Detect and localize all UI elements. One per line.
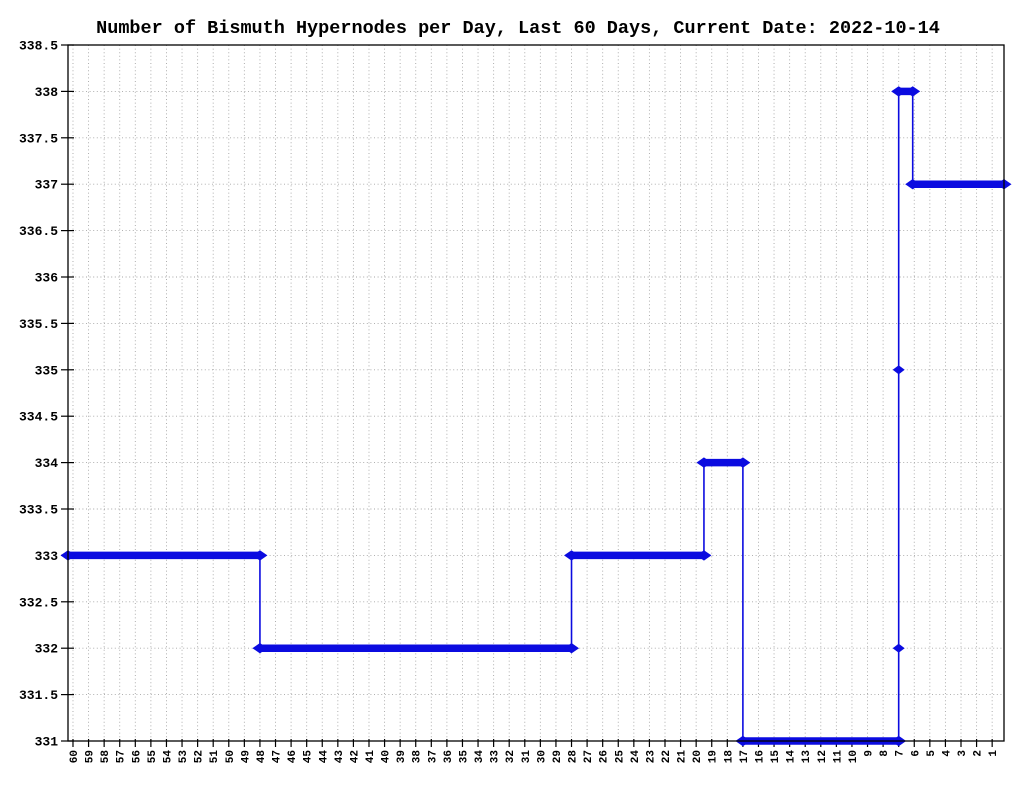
series-run-end-marker — [735, 457, 751, 468]
series-run-end-marker — [252, 550, 268, 561]
x-tick-label: 37 — [427, 750, 439, 763]
x-tick-label: 57 — [116, 750, 128, 763]
y-tick-label: 332.5 — [19, 595, 58, 610]
series-run-end-marker — [564, 550, 580, 561]
y-axis-tick-labels: 331 331.5 332 332.5 333 333.5 334 334.5 335 335.5… — [19, 39, 58, 750]
series-run-end-marker — [905, 86, 921, 97]
x-tick-label: 4 — [941, 750, 953, 757]
x-tick-label: 17 — [739, 750, 751, 763]
y-tick-label: 335 — [35, 363, 59, 378]
x-tick-label: 47 — [272, 750, 284, 763]
y-tick-label: 337.5 — [19, 131, 58, 146]
x-tick-label: 59 — [85, 750, 97, 763]
x-tick-label: 16 — [754, 750, 766, 763]
x-tick-label: 44 — [318, 750, 330, 764]
x-tick-label: 22 — [661, 750, 673, 763]
series-run-end-marker — [252, 643, 268, 654]
y-tick-label: 338 — [35, 85, 59, 100]
x-tick-label: 11 — [832, 750, 844, 764]
x-tick-label: 13 — [801, 750, 813, 764]
x-axis-tick-labels: 60 59 58 57 56 55 54 53 52 51 50 49 48 47 46 45 44 43 42 41… — [69, 750, 1000, 764]
grid-lines — [68, 44, 1004, 742]
x-tick-label: 7 — [895, 750, 907, 757]
y-tick-label: 337 — [35, 178, 58, 193]
x-tick-label: 28 — [568, 750, 580, 764]
x-tick-label: 3 — [957, 750, 969, 757]
x-tick-label: 42 — [349, 750, 361, 763]
x-tick-label: 36 — [443, 750, 455, 763]
x-tick-label: 12 — [817, 750, 829, 763]
y-tick-label: 334.5 — [19, 410, 58, 425]
y-tick-label: 331 — [35, 735, 59, 750]
x-tick-label: 25 — [614, 750, 626, 764]
y-tick-label: 338.5 — [19, 39, 58, 54]
series-run-end-marker — [696, 457, 712, 468]
x-tick-label: 23 — [645, 750, 657, 764]
x-tick-label: 21 — [677, 750, 689, 764]
series-point-marker — [892, 365, 905, 375]
x-tick-label: 18 — [723, 750, 735, 764]
x-tick-label: 14 — [786, 750, 798, 764]
x-tick-label: 46 — [287, 750, 299, 763]
x-tick-label: 9 — [864, 750, 876, 757]
series-point-marker — [892, 643, 905, 653]
series-run-end-marker — [564, 643, 580, 654]
y-tick-label: 336.5 — [19, 224, 58, 239]
x-tick-label: 55 — [147, 750, 159, 764]
y-tick-label: 332 — [35, 642, 59, 657]
x-tick-label: 54 — [162, 750, 174, 764]
x-tick-label: 53 — [178, 750, 190, 764]
x-tick-label: 15 — [770, 750, 782, 764]
y-tick-label: 331.5 — [19, 688, 58, 703]
x-tick-label: 32 — [505, 750, 517, 763]
x-tick-label: 49 — [240, 750, 252, 763]
x-tick-label: 51 — [209, 750, 221, 764]
x-tick-label: 58 — [100, 750, 112, 764]
x-tick-label: 6 — [910, 750, 922, 757]
x-tick-label: 45 — [303, 750, 315, 764]
x-tick-label: 35 — [458, 750, 470, 764]
y-tick-label: 333 — [35, 549, 59, 564]
axis-ticks — [61, 44, 993, 747]
series-run-end-marker — [905, 179, 921, 190]
x-tick-label: 30 — [536, 750, 548, 763]
x-tick-label: 34 — [474, 750, 486, 764]
x-tick-label: 33 — [490, 750, 502, 764]
chart-title: Number of Bismuth Hypernodes per Day, La… — [96, 18, 940, 39]
x-tick-label: 39 — [396, 750, 408, 763]
x-tick-label: 38 — [412, 750, 424, 764]
x-tick-label: 40 — [381, 750, 393, 763]
x-tick-label: 20 — [692, 750, 704, 763]
x-tick-label: 27 — [583, 750, 595, 763]
x-tick-label: 60 — [69, 750, 81, 763]
y-tick-label: 335.5 — [19, 317, 58, 332]
x-tick-label: 10 — [848, 750, 860, 763]
x-tick-label: 48 — [256, 750, 268, 764]
x-tick-label: 52 — [194, 750, 206, 763]
x-tick-label: 8 — [879, 750, 891, 757]
series-run-end-marker — [891, 86, 907, 97]
series-run-end-marker — [696, 550, 712, 561]
y-tick-label: 336 — [35, 271, 59, 286]
x-tick-label: 1 — [988, 750, 1000, 757]
plot-border — [67, 44, 1005, 742]
y-tick-label: 333.5 — [19, 503, 58, 518]
x-tick-label: 43 — [334, 750, 346, 764]
x-tick-label: 26 — [599, 750, 611, 763]
x-tick-label: 2 — [973, 750, 985, 757]
x-tick-label: 50 — [225, 750, 237, 763]
y-tick-label: 334 — [35, 456, 59, 471]
x-tick-label: 41 — [365, 750, 377, 764]
x-tick-label: 24 — [630, 750, 642, 764]
x-tick-label: 19 — [708, 750, 720, 763]
x-tick-label: 5 — [926, 750, 938, 757]
x-tick-label: 29 — [552, 750, 564, 763]
x-tick-label: 31 — [521, 750, 533, 764]
x-tick-label: 56 — [131, 750, 143, 763]
